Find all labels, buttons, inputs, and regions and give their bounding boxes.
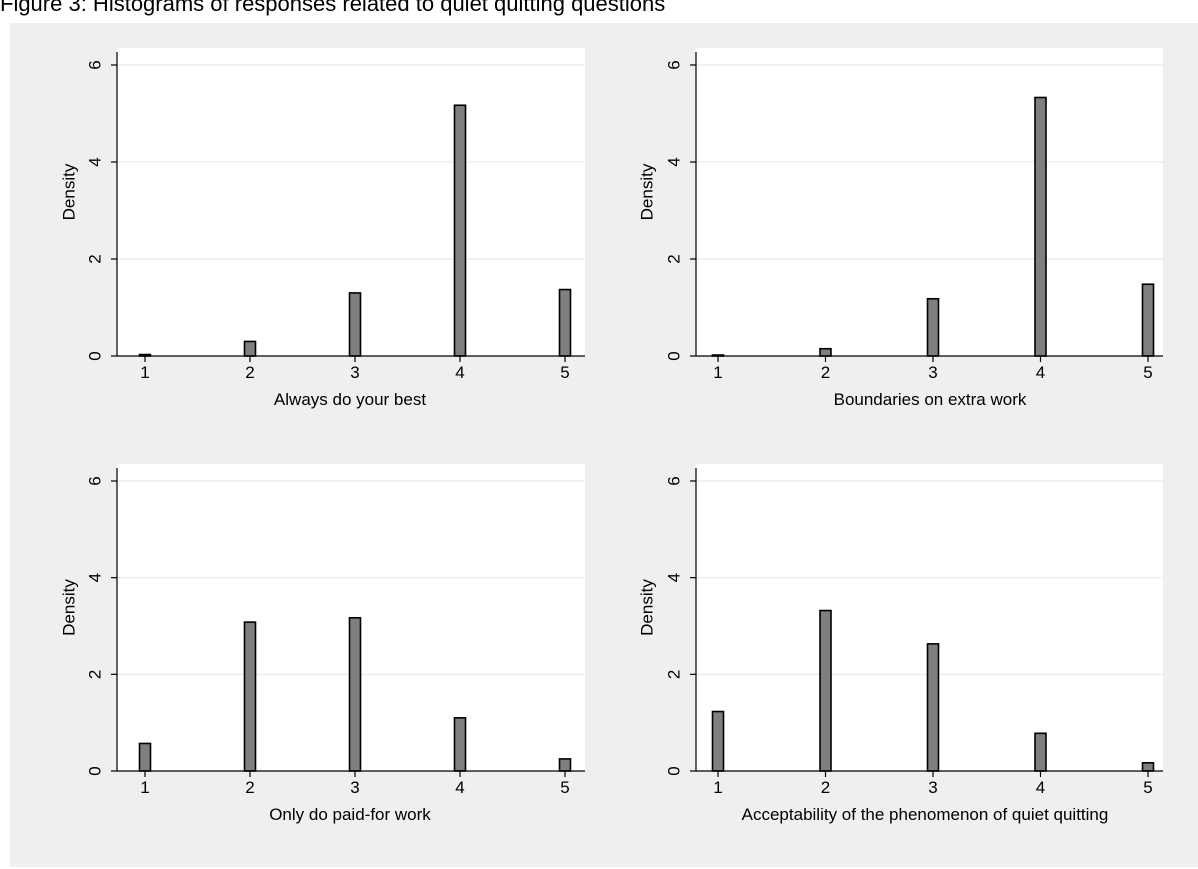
x-axis-title: Only do paid-for work (269, 805, 431, 824)
x-tick-label: 1 (713, 363, 722, 382)
bar-2 (243, 340, 257, 357)
x-axis-title: Boundaries on extra work (834, 390, 1027, 409)
x-tick-label: 5 (560, 778, 569, 797)
bar-4 (1034, 732, 1047, 772)
bar-2 (243, 621, 257, 772)
bar-2 (819, 347, 832, 357)
y-tick-label: 2 (665, 254, 684, 263)
x-tick-label: 5 (1143, 778, 1152, 797)
y-tick-label: 4 (665, 573, 684, 582)
y-tick-label: 0 (665, 351, 684, 360)
x-tick-label: 5 (1143, 363, 1152, 382)
x-tick-label: 4 (1036, 778, 1045, 797)
bar-3 (926, 297, 940, 357)
y-tick-label: 6 (665, 476, 684, 485)
bar-3 (348, 292, 362, 357)
x-tick-label: 1 (140, 363, 149, 382)
x-tick-label: 1 (713, 778, 722, 797)
chart-panel-3: 0 2 4 6 1 2 3 4 5 Density Only do paid-for work (60, 464, 585, 824)
y-tick-label: 6 (665, 60, 684, 69)
y-tick-label: 2 (665, 670, 684, 679)
x-tick-label: 4 (455, 363, 464, 382)
figure-title: Figure 3: Histograms of responses relate… (0, 0, 666, 16)
x-tick-label: 3 (928, 363, 937, 382)
x-tick-label: 2 (821, 363, 830, 382)
y-tick-label: 2 (86, 670, 105, 679)
bar-3 (926, 643, 940, 772)
bar-5 (558, 288, 572, 357)
y-tick-label: 0 (86, 766, 105, 775)
bar-4 (453, 104, 467, 357)
y-tick-label: 0 (86, 351, 105, 360)
x-tick-label: 3 (928, 778, 937, 797)
x-tick-label: 3 (350, 778, 359, 797)
x-tick-label: 2 (245, 778, 254, 797)
x-tick-label: 5 (560, 363, 569, 382)
chart-panel-1: 0 2 4 6 1 2 3 4 5 Density Always do your best (60, 48, 585, 409)
bar-5 (1141, 761, 1155, 772)
y-axis-title: Density (638, 579, 657, 636)
x-tick-label: 2 (245, 363, 254, 382)
bar-1 (138, 742, 152, 772)
bar-3 (348, 616, 362, 772)
bar-5 (558, 758, 572, 772)
y-tick-label: 4 (665, 157, 684, 166)
x-tick-label: 4 (455, 778, 464, 797)
y-axis-title: Density (638, 163, 657, 220)
y-tick-label: 4 (86, 573, 105, 582)
y-tick-label: 6 (86, 60, 105, 69)
x-tick-label: 4 (1036, 363, 1045, 382)
chart-panel-4: 0 2 4 6 1 2 3 4 5 Density Acceptability of the phe… (638, 464, 1163, 824)
y-axis-title: Density (60, 163, 79, 220)
x-axis-title: Acceptability of the phenomenon of quiet… (742, 805, 1109, 824)
x-tick-label: 2 (821, 778, 830, 797)
bar-4 (1034, 96, 1047, 357)
y-tick-label: 0 (665, 766, 684, 775)
x-axis-title: Always do your best (274, 390, 426, 409)
y-tick-label: 2 (86, 254, 105, 263)
y-axis-title: Density (60, 579, 79, 636)
y-tick-label: 6 (86, 476, 105, 485)
bar-5 (1141, 283, 1155, 357)
y-tick-label: 4 (86, 157, 105, 166)
x-tick-label: 3 (350, 363, 359, 382)
x-tick-label: 1 (140, 778, 149, 797)
bar-1 (711, 710, 725, 772)
chart-panel-2: 0 2 4 6 1 2 3 4 5 Density Boundaries on extra work (638, 48, 1163, 409)
bar-2 (819, 609, 832, 772)
bar-4 (453, 717, 467, 772)
